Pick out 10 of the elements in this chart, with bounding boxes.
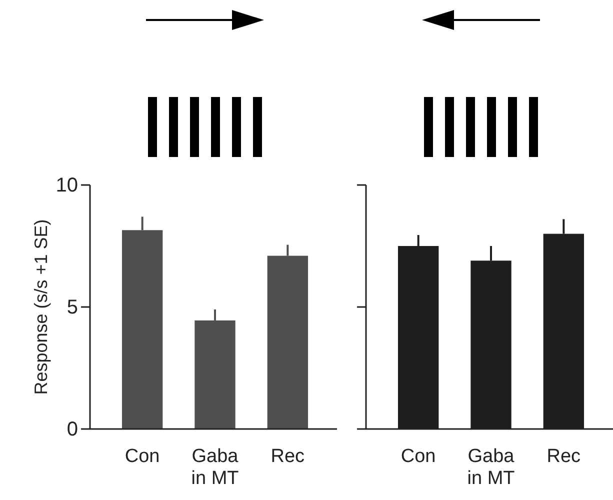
x-tick-label: Rec	[546, 446, 581, 467]
x-tick-label: Gaba in MT	[191, 446, 240, 489]
y-axis-title: Response (s/s +1 SE)	[31, 219, 51, 395]
y-tick-label: 10	[56, 174, 78, 196]
x-tick-label: Con	[400, 446, 436, 467]
x-tick-label: Gaba in MT	[467, 446, 516, 489]
y-tick-label: 0	[66, 418, 78, 440]
x-tick-label: Rec	[270, 446, 305, 467]
x-tick-label: Con	[124, 446, 160, 467]
y-tick-label: 5	[66, 296, 78, 318]
